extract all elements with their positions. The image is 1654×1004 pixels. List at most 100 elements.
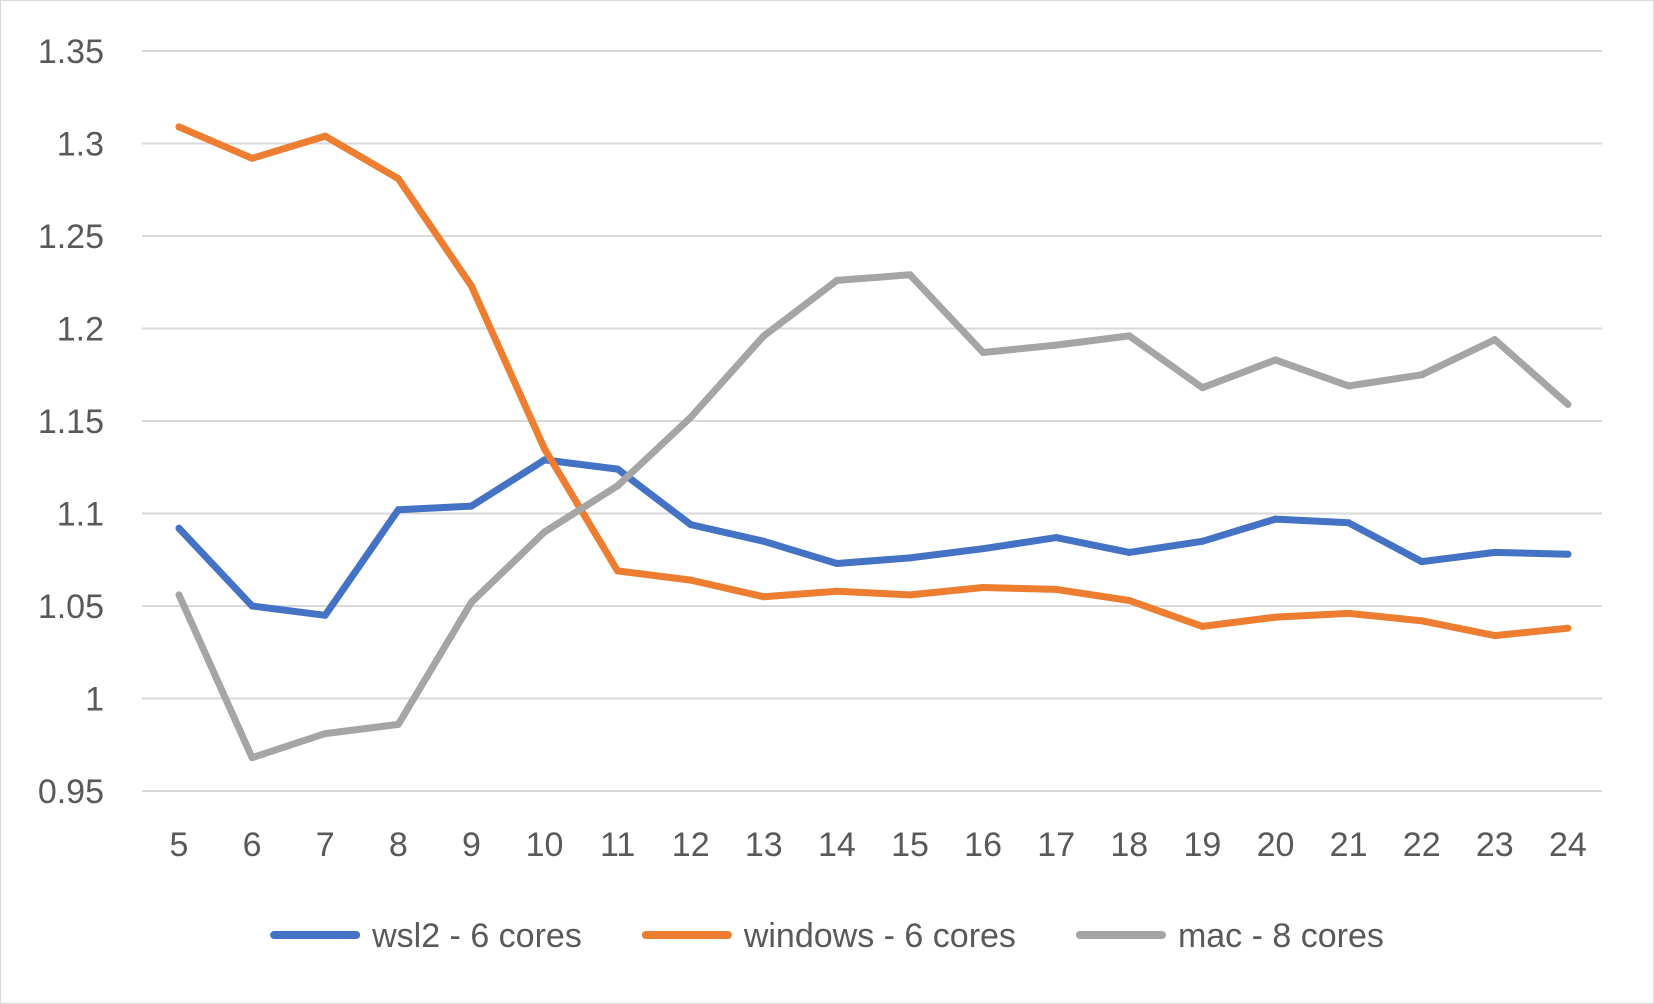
x-tick-label: 7 — [316, 826, 335, 864]
x-tick-label: 13 — [745, 826, 783, 864]
data-point — [1125, 596, 1133, 604]
x-tick-label: 8 — [389, 826, 408, 864]
data-point — [1198, 384, 1206, 392]
data-point — [979, 545, 987, 553]
data-point — [906, 554, 914, 562]
x-tick-label: 5 — [170, 826, 189, 864]
x-tick-label: 9 — [462, 826, 481, 864]
legend-item: wsl2 - 6 cores — [270, 917, 582, 955]
x-tick-label: 20 — [1257, 826, 1295, 864]
series-line-1 — [175, 456, 1572, 619]
data-point — [1198, 537, 1206, 545]
x-axis-tick-labels: 5 6 7 8 9 10 11 12 13 14 15 16 17 18 19 20 21 22 23 24 — [170, 826, 1587, 864]
data-point — [1345, 609, 1353, 617]
data-point — [833, 276, 841, 284]
legend-label: mac - 8 cores — [1178, 917, 1384, 955]
data-point — [906, 591, 914, 599]
x-tick-label: 6 — [243, 826, 262, 864]
y-axis-tick-labels: 0.95 1 1.05 1.1 1.15 1.2 1.25 1.3 1.35 — [38, 33, 104, 811]
data-point — [1125, 548, 1133, 556]
data-point — [1345, 382, 1353, 390]
gridlines — [142, 50, 1602, 792]
x-tick-label: 14 — [818, 826, 856, 864]
x-tick-label: 10 — [526, 826, 564, 864]
data-point — [1198, 622, 1206, 630]
series-line-2 — [175, 123, 1572, 640]
x-tick-label: 12 — [672, 826, 710, 864]
x-tick-label: 24 — [1549, 826, 1587, 864]
data-point — [687, 576, 695, 584]
data-point — [175, 524, 183, 532]
x-tick-label: 21 — [1330, 826, 1368, 864]
data-point — [394, 720, 402, 728]
data-point — [833, 587, 841, 595]
y-tick-label: 1.2 — [57, 311, 104, 349]
x-tick-label: 19 — [1183, 826, 1221, 864]
y-tick-label: 1.05 — [38, 588, 104, 626]
data-point — [394, 506, 402, 514]
data-point — [1491, 632, 1499, 640]
data-point — [1272, 613, 1279, 621]
data-point — [906, 271, 914, 279]
y-tick-label: 1.25 — [38, 218, 104, 256]
data-point — [614, 567, 622, 575]
x-tick-label: 22 — [1403, 826, 1441, 864]
data-point — [979, 349, 987, 357]
data-point — [175, 591, 183, 599]
y-tick-label: 0.95 — [38, 773, 104, 811]
data-point — [1345, 519, 1353, 527]
data-point — [541, 445, 548, 453]
data-point — [760, 593, 768, 601]
x-tick-label: 23 — [1476, 826, 1514, 864]
data-point — [1272, 356, 1279, 364]
data-point — [1564, 550, 1572, 558]
legend-label: windows - 6 cores — [743, 917, 1016, 955]
data-point — [614, 465, 622, 473]
data-point — [1418, 371, 1426, 379]
legend-label: wsl2 - 6 cores — [371, 917, 582, 955]
x-tick-label: 17 — [1037, 826, 1075, 864]
data-point — [1564, 624, 1572, 632]
data-point — [687, 521, 695, 529]
legend: wsl2 - 6 cores windows - 6 cores mac - 8 c… — [270, 917, 1384, 955]
data-point — [248, 602, 256, 610]
data-point — [467, 502, 475, 510]
data-point — [321, 611, 329, 619]
data-point — [467, 282, 475, 290]
series-line-3 — [175, 271, 1572, 762]
data-point — [979, 584, 987, 591]
data-point — [321, 132, 329, 140]
data-point — [687, 413, 695, 421]
data-point — [248, 754, 256, 762]
data-point — [1052, 534, 1060, 542]
y-tick-label: 1.3 — [57, 126, 104, 164]
data-point — [1491, 548, 1499, 556]
data-point — [833, 559, 841, 567]
series-lines — [175, 123, 1572, 762]
legend-item: mac - 8 cores — [1075, 917, 1384, 955]
data-point — [1272, 515, 1279, 523]
x-tick-label: 11 — [600, 826, 635, 864]
data-point — [321, 730, 329, 738]
data-point — [1418, 617, 1426, 625]
y-tick-label: 1.15 — [38, 403, 104, 441]
data-point — [1052, 341, 1060, 349]
y-tick-label: 1 — [85, 681, 104, 719]
y-tick-label: 1.35 — [38, 33, 104, 71]
data-point — [394, 175, 402, 183]
legend-item: windows - 6 cores — [641, 917, 1016, 955]
y-tick-label: 1.1 — [57, 496, 104, 534]
data-point — [467, 598, 475, 606]
data-point — [760, 332, 768, 340]
x-tick-label: 18 — [1110, 826, 1148, 864]
data-point — [1564, 400, 1572, 408]
data-point — [614, 482, 622, 490]
data-point — [1052, 585, 1060, 593]
data-point — [541, 528, 548, 536]
x-tick-label: 15 — [891, 826, 929, 864]
data-point — [1491, 336, 1499, 344]
data-point — [175, 123, 183, 131]
x-tick-label: 16 — [964, 826, 1002, 864]
